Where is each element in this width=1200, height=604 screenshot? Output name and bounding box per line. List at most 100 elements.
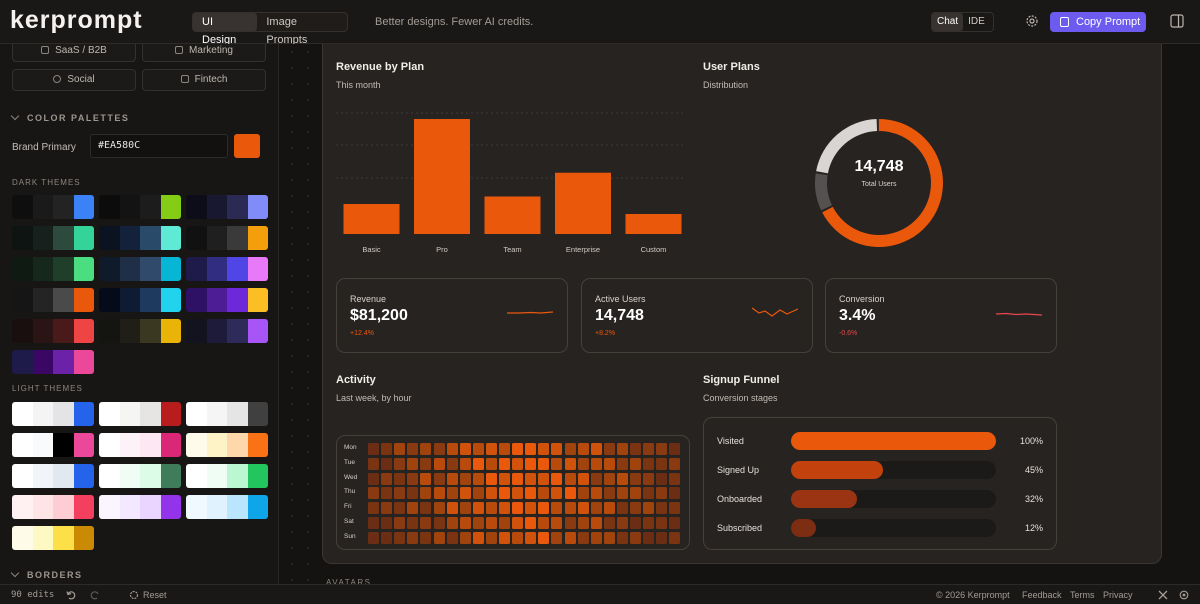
heatmap-cell xyxy=(381,443,393,455)
tab-ui-design[interactable]: UI Design xyxy=(193,13,258,46)
palette-swatch xyxy=(160,288,181,312)
palette-swatch xyxy=(12,195,33,219)
heatmap-cell xyxy=(643,457,655,470)
heatmap-cell xyxy=(577,472,589,485)
borders-header[interactable]: BORDERS xyxy=(10,568,83,580)
palette-swatch xyxy=(12,464,33,488)
palette-swatch xyxy=(73,402,94,426)
tab-chat[interactable]: Chat xyxy=(932,13,964,31)
heatmap-cell xyxy=(499,517,510,529)
light-palette[interactable] xyxy=(186,402,268,426)
light-palette[interactable] xyxy=(186,433,268,457)
feedback-link[interactable]: Feedback xyxy=(1022,590,1062,600)
dark-palette[interactable] xyxy=(99,226,181,250)
palette-swatch xyxy=(160,257,181,281)
undo-icon[interactable] xyxy=(66,590,76,600)
light-palette[interactable] xyxy=(12,402,94,426)
dark-palette[interactable] xyxy=(12,226,94,250)
palette-swatch xyxy=(12,257,33,281)
heatmap-cell xyxy=(446,517,458,529)
brand-hex-input[interactable]: #EA580C xyxy=(90,134,228,158)
dark-palette[interactable] xyxy=(99,195,181,219)
palette-swatch xyxy=(99,319,120,343)
heatmap-cell xyxy=(394,531,406,544)
redo-icon[interactable] xyxy=(90,590,100,600)
category-marketing[interactable]: Marketing xyxy=(142,44,266,62)
color-palettes-header[interactable]: COLOR PALETTES xyxy=(10,111,129,123)
dark-palette[interactable] xyxy=(12,350,94,374)
activity-title: Activity xyxy=(336,374,376,386)
light-palette[interactable] xyxy=(12,526,94,550)
heatmap-cell xyxy=(564,443,576,455)
heatmap-cell xyxy=(577,487,589,500)
heatmap-cell xyxy=(381,487,393,500)
dark-palette[interactable] xyxy=(99,257,181,281)
dark-palette[interactable] xyxy=(186,319,268,343)
palette-swatch xyxy=(227,195,248,219)
light-palette[interactable] xyxy=(99,495,181,519)
bar-basic xyxy=(343,204,400,234)
dark-palette[interactable] xyxy=(99,319,181,343)
heatmap-cell xyxy=(630,457,641,470)
chevron-down-icon xyxy=(10,568,20,578)
category-fintech[interactable]: Fintech xyxy=(142,69,266,91)
heatmap-cell xyxy=(643,517,655,529)
light-palette[interactable] xyxy=(99,433,181,457)
wallet-icon xyxy=(180,75,189,83)
light-palette[interactable] xyxy=(12,433,94,457)
palette-swatch xyxy=(140,464,161,488)
tab-ide[interactable]: IDE xyxy=(968,16,985,27)
light-palette[interactable] xyxy=(99,402,181,426)
dark-palette[interactable] xyxy=(12,257,94,281)
heatmap-cell xyxy=(603,531,615,544)
bar-label: Enterprise xyxy=(566,245,600,254)
category-social[interactable]: Social xyxy=(12,69,136,91)
dark-palette[interactable] xyxy=(186,288,268,312)
palette-swatch xyxy=(140,319,161,343)
brand-color-swatch[interactable] xyxy=(234,134,260,158)
light-palette[interactable] xyxy=(186,495,268,519)
heatmap-cell xyxy=(564,487,576,500)
heatmap-cell xyxy=(512,517,524,529)
heatmap-cell xyxy=(446,472,458,485)
heatmap-cell xyxy=(459,487,471,500)
palette-swatch xyxy=(53,288,74,312)
logo[interactable]: kerprompt xyxy=(10,6,143,34)
palette-swatch xyxy=(99,433,120,457)
kpi-delta: -0.6% xyxy=(839,330,858,337)
heatmap-cell xyxy=(577,531,589,544)
funnel-bar xyxy=(791,490,857,508)
light-palette[interactable] xyxy=(12,464,94,488)
reset-icon[interactable] xyxy=(129,590,139,600)
heatmap-cell xyxy=(564,517,576,529)
heatmap-cell xyxy=(669,443,681,455)
category-saas[interactable]: SaaS / B2B xyxy=(12,44,136,62)
dark-palette[interactable] xyxy=(186,195,268,219)
palette-swatch xyxy=(140,257,161,281)
reset-button[interactable]: Reset xyxy=(143,590,167,600)
x-social-icon[interactable] xyxy=(1158,590,1168,600)
light-palette[interactable] xyxy=(12,495,94,519)
settings-icon[interactable] xyxy=(1025,14,1039,28)
heatmap-cell xyxy=(669,487,681,500)
dark-palette[interactable] xyxy=(12,195,94,219)
privacy-link[interactable]: Privacy xyxy=(1103,590,1133,600)
copy-prompt-button[interactable]: Copy Prompt xyxy=(1050,12,1146,32)
palette-swatch xyxy=(119,195,140,219)
bar-label: Basic xyxy=(362,245,381,254)
panel-toggle-icon[interactable] xyxy=(1170,14,1184,28)
light-palette[interactable] xyxy=(99,464,181,488)
dark-palette[interactable] xyxy=(99,288,181,312)
settings-small-icon[interactable] xyxy=(1179,590,1189,600)
light-palette[interactable] xyxy=(186,464,268,488)
tab-image-prompts[interactable]: Image Prompts xyxy=(266,16,308,46)
dark-palette[interactable] xyxy=(186,257,268,281)
terms-link[interactable]: Terms xyxy=(1070,590,1095,600)
heatmap-cell xyxy=(485,457,497,470)
palette-swatch xyxy=(160,495,181,519)
palette-swatch xyxy=(119,319,140,343)
dark-palette[interactable] xyxy=(186,226,268,250)
dark-palette[interactable] xyxy=(12,319,94,343)
dark-palette[interactable] xyxy=(12,288,94,312)
heatmap-cell xyxy=(538,457,550,470)
